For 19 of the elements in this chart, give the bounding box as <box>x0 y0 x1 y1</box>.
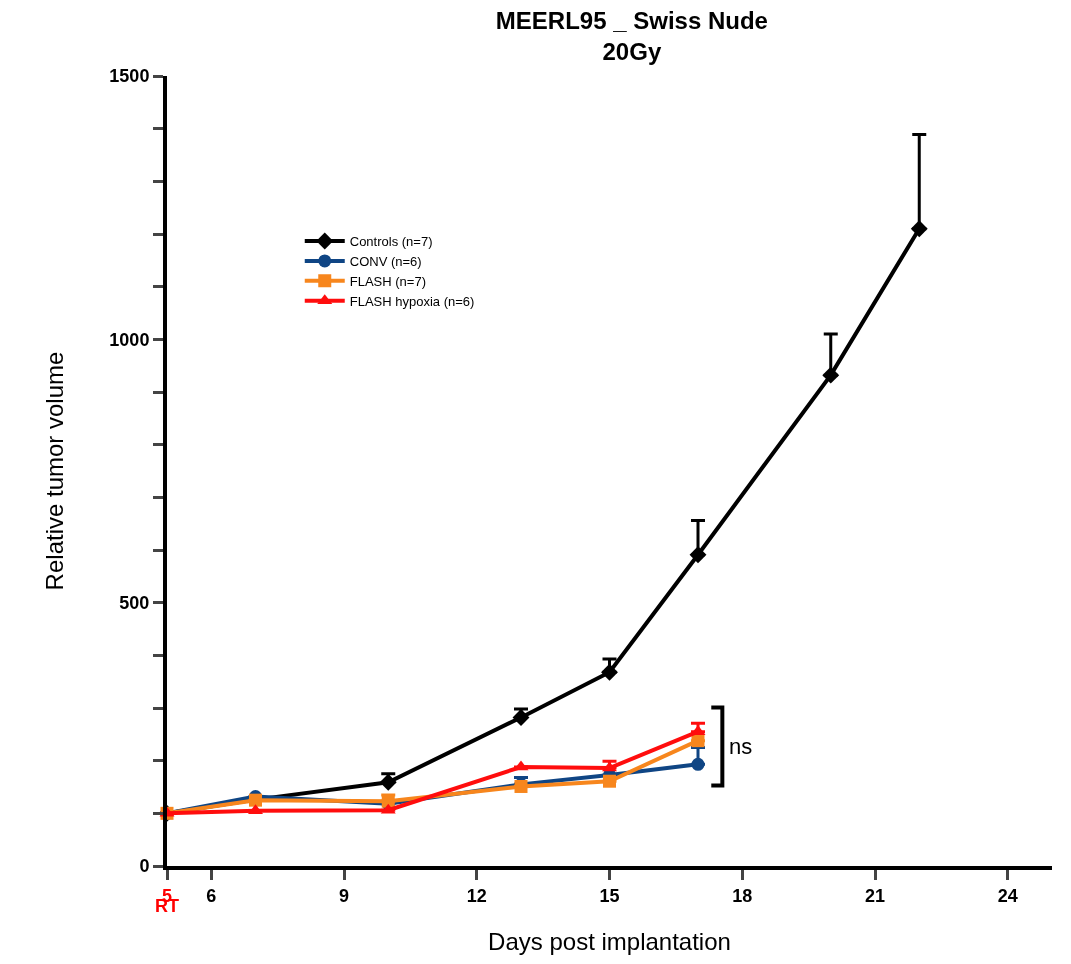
x-tick-label: 21 <box>864 885 886 906</box>
y-axis-title: Relative tumor volume <box>40 351 68 591</box>
x-tick-label: 12 <box>466 885 487 906</box>
x-tick-label: 24 <box>997 885 1018 906</box>
y-tick-label: 500 <box>119 592 150 613</box>
x-tick-label: 15 <box>599 885 620 906</box>
annotation: ns <box>729 734 753 759</box>
x-axis-title: Days post implantation <box>488 928 731 956</box>
x-tick-label: 9 <box>338 885 350 906</box>
y-tick-label: 0 <box>139 856 150 877</box>
y-tick-label: 1500 <box>109 66 150 87</box>
x-tick-label: 6 <box>206 885 217 906</box>
legend-label: FLASH hypoxia (n=6) <box>349 293 475 309</box>
legend-label: Controls (n=7) <box>349 234 433 250</box>
y-tick-label: 1000 <box>109 329 150 350</box>
chart-title: MEERL95 _ Swiss Nude 20Gy <box>495 6 768 66</box>
legend-label: FLASH (n=7) <box>349 273 426 289</box>
x-tick-label: 18 <box>732 885 753 906</box>
legend-label: CONV (n=6) <box>349 254 422 270</box>
